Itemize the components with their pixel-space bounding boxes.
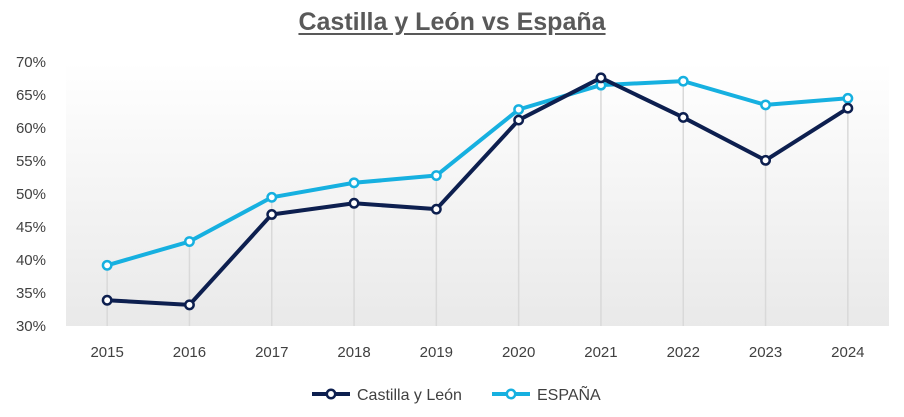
y-tick-label: 40% xyxy=(16,252,46,269)
data-point xyxy=(513,104,525,115)
y-tick-label: 30% xyxy=(16,318,46,335)
legend-label: Castilla y León xyxy=(357,387,462,404)
x-tick-label: 2020 xyxy=(502,344,535,361)
data-point xyxy=(595,72,607,84)
plot-area-background xyxy=(66,62,889,326)
data-point xyxy=(430,203,442,215)
legend-marker xyxy=(325,388,337,400)
series-group xyxy=(101,72,854,311)
y-tick-label: 50% xyxy=(16,186,46,203)
data-point xyxy=(430,170,442,181)
y-tick-label: 65% xyxy=(16,87,46,104)
data-point xyxy=(184,299,195,311)
data-point xyxy=(101,294,113,306)
data-point xyxy=(677,111,689,123)
data-point xyxy=(348,197,360,209)
series-group xyxy=(101,75,854,271)
x-tick-label: 2023 xyxy=(749,344,782,361)
legend-marker xyxy=(505,388,517,400)
data-point xyxy=(760,99,771,111)
series-line xyxy=(105,75,850,307)
data-point xyxy=(677,75,689,87)
data-point xyxy=(513,114,525,126)
data-point xyxy=(184,236,195,247)
x-tick-label: 2018 xyxy=(337,344,370,361)
x-tick-label: 2021 xyxy=(584,344,617,361)
data-point xyxy=(348,177,360,189)
series-line xyxy=(105,79,850,268)
y-tick-label: 70% xyxy=(16,54,46,71)
x-tick-label: 2019 xyxy=(420,344,453,361)
chart-title: Castilla y León vs España xyxy=(298,8,606,36)
data-point xyxy=(760,154,771,166)
data-point xyxy=(842,102,854,114)
legend-label: ESPAÑA xyxy=(537,384,601,404)
legend-item: Castilla y León xyxy=(312,387,462,404)
x-tick-label: 2024 xyxy=(831,344,864,361)
data-point xyxy=(266,209,278,220)
y-tick-label: 60% xyxy=(16,120,46,137)
legend-item: ESPAÑA xyxy=(492,384,601,404)
y-tick-label: 35% xyxy=(16,285,46,302)
data-point xyxy=(842,92,854,104)
data-point xyxy=(101,259,113,271)
x-tick-label: 2022 xyxy=(667,344,700,361)
y-tick-label: 55% xyxy=(16,153,46,170)
y-tick-label: 45% xyxy=(16,219,46,236)
x-tick-label: 2015 xyxy=(90,344,123,361)
x-tick-label: 2017 xyxy=(255,344,288,361)
x-tick-label: 2016 xyxy=(173,344,206,361)
data-point xyxy=(266,191,278,203)
